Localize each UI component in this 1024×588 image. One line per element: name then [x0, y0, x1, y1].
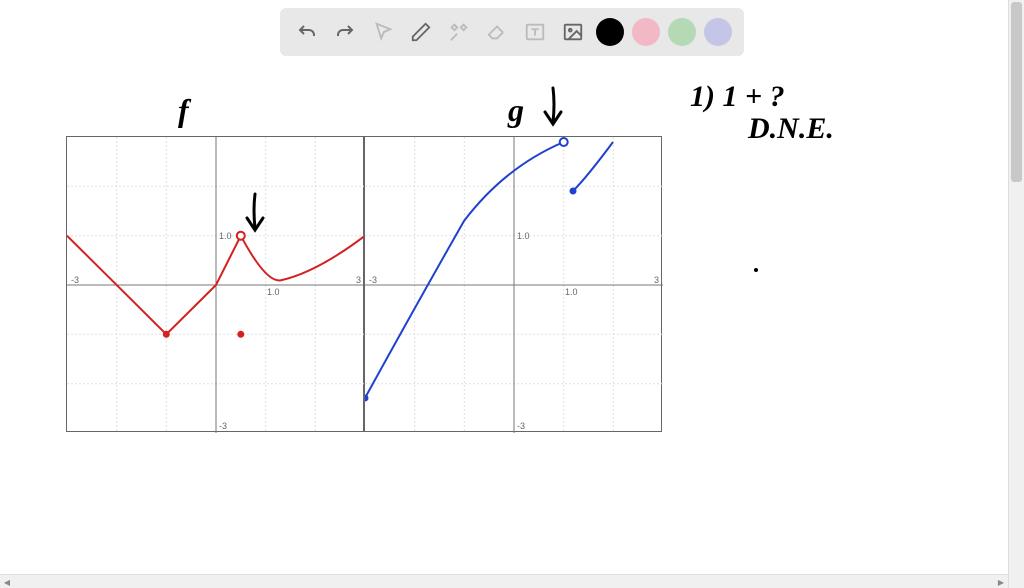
- image-button[interactable]: [558, 17, 588, 47]
- toolbar: [280, 8, 744, 56]
- color-lavender[interactable]: [704, 18, 732, 46]
- scroll-left-arrow[interactable]: ◀: [0, 575, 14, 588]
- closed-point: [365, 395, 369, 402]
- closed-point: [163, 331, 170, 338]
- undo-button[interactable]: [292, 17, 322, 47]
- eraser-icon: [486, 21, 508, 43]
- closed-point: [570, 188, 577, 195]
- tools-button[interactable]: [444, 17, 474, 47]
- undo-icon: [295, 20, 319, 44]
- text-button[interactable]: [520, 17, 550, 47]
- note-line2: D.N.E.: [748, 112, 834, 146]
- axis-label: -3: [369, 275, 377, 285]
- color-black[interactable]: [596, 18, 624, 46]
- graph-g-svg: -3 1.0 3 1.0 -3: [365, 137, 663, 433]
- axis-label: 1.0: [267, 287, 280, 297]
- redo-button[interactable]: [330, 17, 360, 47]
- axis-label: -3: [219, 421, 227, 431]
- axis-label: 1.0: [565, 287, 578, 297]
- axis-label: -3: [71, 275, 79, 285]
- horizontal-scrollbar[interactable]: ◀ ▶: [0, 574, 1008, 588]
- pointer-icon: [372, 21, 394, 43]
- graph-panel-g: -3 1.0 3 1.0 -3: [364, 136, 662, 432]
- scroll-right-arrow[interactable]: ▶: [994, 575, 1008, 588]
- axis-label: 1.0: [517, 231, 530, 241]
- vertical-scrollbar[interactable]: [1008, 0, 1024, 588]
- stray-dot: [754, 268, 758, 272]
- graph-panel-f: -3 1.0 3 1.0 -3: [66, 136, 364, 432]
- redo-icon: [333, 20, 357, 44]
- eraser-button[interactable]: [482, 17, 512, 47]
- tools-icon: [448, 21, 470, 43]
- label-f: f: [178, 92, 189, 129]
- label-g: g: [508, 92, 524, 129]
- text-icon: [524, 21, 546, 43]
- pointer-button[interactable]: [368, 17, 398, 47]
- scrollbar-thumb[interactable]: [1011, 2, 1022, 182]
- arrow-down-g: [538, 84, 568, 134]
- axis-label: 3: [654, 275, 659, 285]
- pen-button[interactable]: [406, 17, 436, 47]
- note-line1: 1) 1 + ?: [690, 80, 785, 114]
- color-pink[interactable]: [632, 18, 660, 46]
- color-green[interactable]: [668, 18, 696, 46]
- open-point: [560, 138, 568, 146]
- axis-label: 3: [356, 275, 361, 285]
- graph-f-svg: -3 1.0 3 1.0 -3: [67, 137, 365, 433]
- axis-label: -3: [517, 421, 525, 431]
- arrow-down-f: [240, 190, 270, 240]
- closed-point: [237, 331, 244, 338]
- axis-label: 1.0: [219, 231, 232, 241]
- image-icon: [562, 21, 584, 43]
- pen-icon: [410, 21, 432, 43]
- canvas-area[interactable]: -3 1.0 3 1.0 -3: [0, 60, 1024, 588]
